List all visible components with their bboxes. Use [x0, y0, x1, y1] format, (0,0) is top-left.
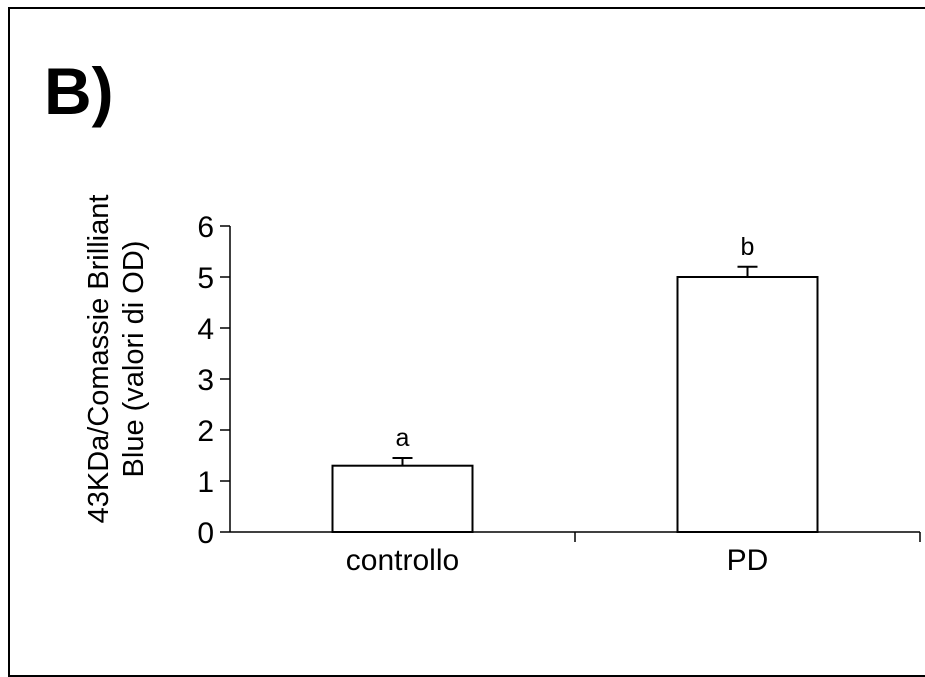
significance-label: b: [741, 233, 755, 261]
bars: ab: [331, 233, 819, 534]
x-axis: controllo PD: [230, 531, 921, 577]
y-tick-label: 4: [197, 313, 214, 346]
y-tick-label: 6: [197, 211, 214, 244]
y-axis: 0 1 2 3 4 5 6: [197, 211, 231, 550]
y-axis-label-line1: 43KDa/Comassie Brilliant: [83, 195, 115, 524]
x-category-label: controllo: [346, 544, 459, 577]
bar-PD: [676, 276, 819, 533]
y-tick-label: 0: [197, 517, 214, 550]
panel-label: B): [44, 54, 114, 128]
y-tick-label: 5: [197, 262, 214, 295]
y-axis-label-line2: Blue (valori di OD): [118, 241, 150, 478]
significance-label: a: [396, 424, 410, 452]
y-tick-label: 3: [197, 364, 214, 397]
y-tick-label: 2: [197, 415, 214, 448]
bar-controllo: [331, 464, 474, 534]
y-tick-label: 1: [197, 466, 214, 499]
x-category-label: PD: [727, 544, 769, 577]
